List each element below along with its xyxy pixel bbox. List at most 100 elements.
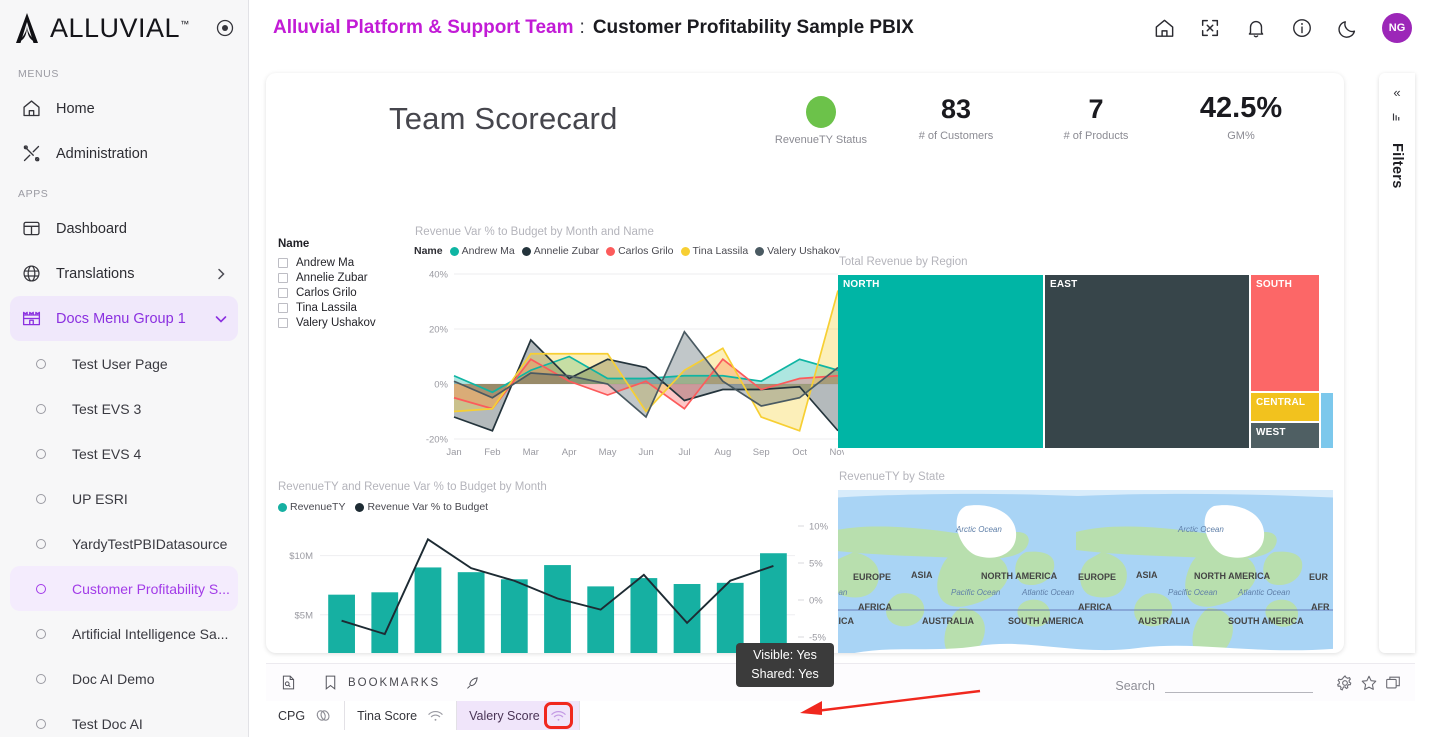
moon-icon[interactable]	[1336, 16, 1360, 40]
treemap-cell-east[interactable]: EAST	[1045, 275, 1249, 448]
filters-panel[interactable]: « Filters	[1379, 73, 1415, 653]
kpi-label: # of Customers	[918, 130, 994, 143]
link-icon[interactable]	[315, 708, 332, 723]
bookmarks-label[interactable]: BOOKMARKS	[348, 676, 441, 689]
bookmark-icon[interactable]	[320, 673, 340, 693]
sidebar-subitem-customer-profitability[interactable]: Customer Profitability S...	[10, 566, 238, 611]
sidebar-item-docs-menu-group-1[interactable]: Docs Menu Group 1	[10, 296, 238, 341]
chevron-right-icon[interactable]	[214, 267, 228, 281]
svg-text:Aug: Aug	[714, 447, 731, 458]
legend-label: Tina Lassila	[692, 245, 749, 257]
legend-item[interactable]: Revenue Var % to Budget	[355, 501, 488, 513]
sidebar-subitem-label: Doc AI Demo	[72, 670, 155, 687]
sidebar-subitem-label: Test Doc AI	[72, 715, 143, 732]
world-map-graphic	[838, 490, 1333, 653]
sidebar-item-label: Home	[56, 100, 95, 117]
feather-icon[interactable]	[462, 673, 482, 693]
combo-chart-revenuety[interactable]: RevenueTY and Revenue Var % to Budget by…	[274, 481, 839, 653]
treemap-cell-south[interactable]: SOUTH	[1251, 275, 1319, 391]
sidebar-subitem-test-user-page[interactable]: Test User Page	[10, 341, 238, 386]
expand-icon[interactable]	[1198, 16, 1222, 40]
legend-item[interactable]: RevenueTY	[278, 501, 345, 513]
map-canvas[interactable]: Arctic Ocean Arctic Ocean NORTH AMERICA …	[838, 490, 1333, 653]
kpi-revenuety-status: RevenueTY Status	[766, 96, 876, 146]
legend-item[interactable]: Andrew Ma	[449, 245, 515, 257]
slicer-option[interactable]: Tina Lassila	[278, 300, 408, 315]
checkbox-icon[interactable]	[278, 257, 288, 268]
page-report-icon[interactable]	[278, 673, 298, 693]
map-label: SOUTH AMERICA	[1228, 616, 1304, 626]
pin-icon[interactable]	[1390, 110, 1404, 129]
legend-item[interactable]: Tina Lassila	[680, 245, 749, 257]
brand-name: ALLUVIAL™	[50, 12, 190, 43]
treemap-cell-other[interactable]	[1321, 393, 1333, 448]
annotation-arrow	[800, 689, 981, 715]
dashboard-icon	[20, 218, 42, 240]
search-input[interactable]	[1165, 675, 1313, 693]
legend-item[interactable]: Annelie Zubar	[521, 245, 599, 257]
sidebar-subitem-test-doc-ai[interactable]: Test Doc AI	[10, 701, 238, 737]
map-label: SOUTH AMERICA	[1008, 616, 1084, 626]
sidebar-item-dashboard[interactable]: Dashboard	[10, 206, 238, 251]
slicer-option[interactable]: Carlos Grilo	[278, 285, 408, 300]
map-revenuety-by-state[interactable]: RevenueTY by State	[838, 471, 1333, 653]
home-icon[interactable]	[1152, 16, 1176, 40]
treemap-total-revenue-by-region[interactable]: Total Revenue by Region NORTH EAST SOUTH…	[838, 256, 1333, 448]
sidebar-item-administration[interactable]: Administration	[10, 131, 238, 176]
sidebar-subitem-artificial-intelligence[interactable]: Artificial Intelligence Sa...	[10, 611, 238, 656]
svg-text:Jan: Jan	[446, 447, 461, 458]
svg-text:-20%: -20%	[426, 435, 449, 446]
tab-cpg[interactable]: CPG	[266, 701, 346, 730]
collapse-filters-icon[interactable]: «	[1393, 85, 1401, 100]
svg-text:$5M: $5M	[295, 610, 314, 621]
star-icon[interactable]	[1359, 673, 1379, 693]
treemap-cell-west[interactable]: WEST	[1251, 423, 1319, 448]
wifi-icon[interactable]	[543, 702, 573, 729]
checkbox-icon[interactable]	[278, 287, 288, 298]
sidebar: ALLUVIAL™ MENUS Home	[0, 0, 249, 737]
slicer-option[interactable]: Annelie Zubar	[278, 270, 408, 285]
filters-label: Filters	[1389, 143, 1405, 189]
svg-text:20%: 20%	[429, 325, 449, 336]
kpi-customers: 83 # of Customers	[891, 94, 1021, 143]
treemap-cell-north[interactable]: NORTH	[838, 275, 1043, 448]
sidebar-item-translations[interactable]: Translations	[10, 251, 238, 296]
chevron-down-icon[interactable]	[214, 312, 228, 326]
treemap-cell-central[interactable]: CENTRAL	[1251, 393, 1319, 421]
alluvial-logo-icon	[12, 12, 42, 44]
sidebar-subitem-up-esri[interactable]: UP ESRI	[10, 476, 238, 521]
map-label: Atlantic Ocean	[1022, 588, 1075, 597]
main-area: Alluvial Platform & Support Team : Custo…	[249, 0, 1430, 737]
sidebar-subitem-test-evs-3[interactable]: Test EVS 3	[10, 386, 238, 431]
legend-item[interactable]: Valery Ushakov	[755, 245, 840, 257]
sidebar-subitem-label: Customer Profitability S...	[72, 580, 230, 597]
sidebar-subitem-test-evs-4[interactable]: Test EVS 4	[10, 431, 238, 476]
sidebar-collapse-icon[interactable]	[216, 19, 234, 37]
checkbox-icon[interactable]	[278, 302, 288, 313]
slicer-option[interactable]: Valery Ushakov	[278, 315, 408, 330]
legend-item[interactable]: Carlos Grilo	[606, 245, 674, 257]
kpi-value: 7	[1088, 94, 1104, 124]
sidebar-subitem-yardytestpbidatasource[interactable]: YardyTestPBIDatasource	[10, 521, 238, 566]
bullet-icon	[36, 358, 46, 369]
breadcrumb-workspace[interactable]: Alluvial Platform & Support Team	[273, 17, 574, 38]
bell-icon[interactable]	[1244, 16, 1268, 40]
tab-tina-score[interactable]: Tina Score	[345, 701, 458, 730]
copy-icon[interactable]	[1383, 673, 1403, 693]
gear-icon[interactable]	[1335, 673, 1355, 693]
line-chart-revenue-var[interactable]: Revenue Var % to Budget by Month and Nam…	[414, 226, 844, 461]
wifi-icon[interactable]	[427, 708, 444, 723]
powerbi-report-canvas: Team Scorecard RevenueTY Status 83 # of …	[266, 73, 1344, 653]
slicer-option[interactable]: Andrew Ma	[278, 255, 408, 270]
sidebar-item-home[interactable]: Home	[10, 86, 238, 131]
name-slicer[interactable]: Name Andrew Ma Annelie Zubar Carlos Gril…	[278, 238, 408, 330]
info-icon[interactable]	[1290, 16, 1314, 40]
checkbox-icon[interactable]	[278, 272, 288, 283]
map-label: AFR	[1311, 602, 1330, 612]
avatar[interactable]: NG	[1382, 13, 1412, 43]
map-label: Arctic Ocean	[956, 525, 1002, 534]
sidebar-subitem-doc-ai-demo[interactable]: Doc AI Demo	[10, 656, 238, 701]
kpi-label: GM%	[1227, 130, 1255, 143]
tab-valery-score[interactable]: Valery Score	[457, 701, 580, 730]
checkbox-icon[interactable]	[278, 317, 288, 328]
